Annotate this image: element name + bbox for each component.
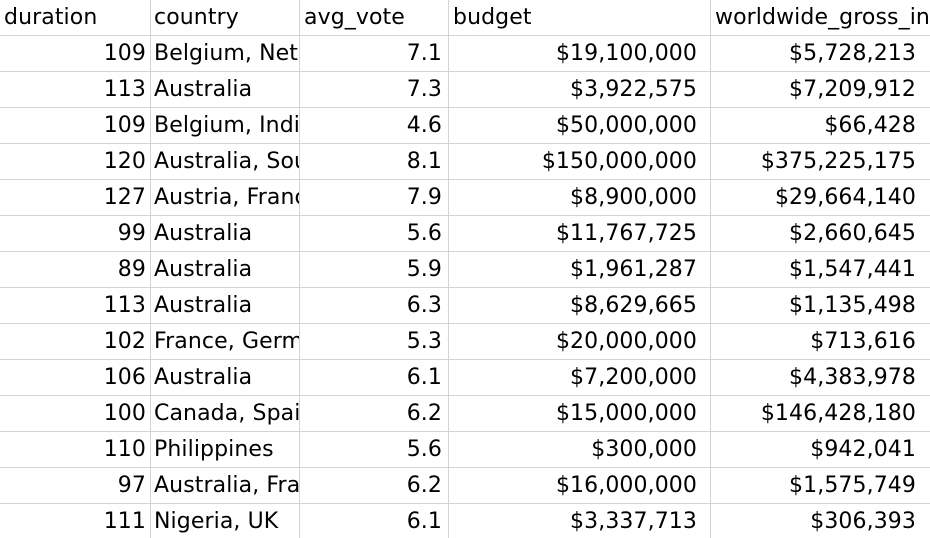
cell-avg-vote[interactable]: 7.3 bbox=[300, 72, 449, 108]
cell-budget[interactable]: $15,000,000 bbox=[449, 396, 711, 432]
cell-country[interactable]: Nigeria, UK bbox=[151, 504, 300, 538]
cell-budget[interactable]: $20,000,000 bbox=[449, 324, 711, 360]
cell-worldwide-gross-income[interactable]: $4,383,978 bbox=[711, 360, 930, 396]
header-row: duration country avg_vote budget worldwi… bbox=[0, 0, 930, 36]
cell-worldwide-gross-income[interactable]: $66,428 bbox=[711, 108, 930, 144]
cell-duration[interactable]: 109 bbox=[0, 108, 151, 144]
cell-country[interactable]: Australia, France bbox=[151, 468, 300, 504]
cell-duration[interactable]: 120 bbox=[0, 144, 151, 180]
cell-budget[interactable]: $8,629,665 bbox=[449, 288, 711, 324]
cell-avg-vote[interactable]: 8.1 bbox=[300, 144, 449, 180]
cell-budget[interactable]: $8,900,000 bbox=[449, 180, 711, 216]
cell-avg-vote[interactable]: 5.3 bbox=[300, 324, 449, 360]
cell-country[interactable]: Belgium, Netherlands bbox=[151, 36, 300, 72]
cell-duration[interactable]: 113 bbox=[0, 72, 151, 108]
cell-budget[interactable]: $19,100,000 bbox=[449, 36, 711, 72]
cell-worldwide-gross-income[interactable]: $1,547,441 bbox=[711, 252, 930, 288]
cell-worldwide-gross-income[interactable]: $942,041 bbox=[711, 432, 930, 468]
cell-duration[interactable]: 109 bbox=[0, 36, 151, 72]
cell-country[interactable]: Australia bbox=[151, 360, 300, 396]
table-row: 113 Australia 7.3 $3,922,575 $7,209,912 bbox=[0, 72, 930, 108]
table-row: 113 Australia 6.3 $8,629,665 $1,135,498 bbox=[0, 288, 930, 324]
header-cell-duration[interactable]: duration bbox=[0, 0, 151, 36]
cell-worldwide-gross-income[interactable]: $5,728,213 bbox=[711, 36, 930, 72]
cell-budget[interactable]: $3,337,713 bbox=[449, 504, 711, 538]
cell-avg-vote[interactable]: 7.1 bbox=[300, 36, 449, 72]
header-cell-budget[interactable]: budget bbox=[449, 0, 711, 36]
cell-avg-vote[interactable]: 6.2 bbox=[300, 396, 449, 432]
table-row: 109 Belgium, India 4.6 $50,000,000 $66,428 bbox=[0, 108, 930, 144]
cell-avg-vote[interactable]: 4.6 bbox=[300, 108, 449, 144]
cell-duration[interactable]: 110 bbox=[0, 432, 151, 468]
cell-worldwide-gross-income[interactable]: $2,660,645 bbox=[711, 216, 930, 252]
cell-budget[interactable]: $11,767,725 bbox=[449, 216, 711, 252]
cell-budget[interactable]: $150,000,000 bbox=[449, 144, 711, 180]
cell-worldwide-gross-income[interactable]: $713,616 bbox=[711, 324, 930, 360]
cell-country[interactable]: France, Germany bbox=[151, 324, 300, 360]
cell-budget[interactable]: $1,961,287 bbox=[449, 252, 711, 288]
cell-budget[interactable]: $3,922,575 bbox=[449, 72, 711, 108]
cell-country[interactable]: Austria, France bbox=[151, 180, 300, 216]
cell-avg-vote[interactable]: 7.9 bbox=[300, 180, 449, 216]
cell-budget[interactable]: $300,000 bbox=[449, 432, 711, 468]
cell-duration[interactable]: 99 bbox=[0, 216, 151, 252]
header-label-country: country bbox=[154, 5, 239, 30]
cell-duration[interactable]: 113 bbox=[0, 288, 151, 324]
cell-duration[interactable]: 111 bbox=[0, 504, 151, 538]
table-row: 111 Nigeria, UK 6.1 $3,337,713 $306,393 bbox=[0, 504, 930, 538]
header-cell-worldwide-gross-income[interactable]: worldwide_gross_income bbox=[711, 0, 930, 36]
table-row: 100 Canada, Spain 6.2 $15,000,000 $146,428,1… bbox=[0, 396, 930, 432]
cell-country[interactable]: Philippines bbox=[151, 432, 300, 468]
cell-worldwide-gross-income[interactable]: $1,575,749 bbox=[711, 468, 930, 504]
table-row: 89 Australia 5.9 $1,961,287 $1,547,441 bbox=[0, 252, 930, 288]
cell-worldwide-gross-income[interactable]: $29,664,140 bbox=[711, 180, 930, 216]
cell-avg-vote[interactable]: 6.3 bbox=[300, 288, 449, 324]
table-row: 99 Australia 5.6 $11,767,725 $2,660,645 bbox=[0, 216, 930, 252]
table-row: 110 Philippines 5.6 $300,000 $942,041 bbox=[0, 432, 930, 468]
cell-country[interactable]: Australia bbox=[151, 72, 300, 108]
cell-avg-vote[interactable]: 5.6 bbox=[300, 432, 449, 468]
cell-avg-vote[interactable]: 6.1 bbox=[300, 504, 449, 538]
cell-country[interactable]: Canada, Spain bbox=[151, 396, 300, 432]
cell-country[interactable]: Belgium, India bbox=[151, 108, 300, 144]
cell-country[interactable]: Australia, South Africa bbox=[151, 144, 300, 180]
cell-duration[interactable]: 89 bbox=[0, 252, 151, 288]
cell-worldwide-gross-income[interactable]: $1,135,498 bbox=[711, 288, 930, 324]
cell-worldwide-gross-income[interactable]: $375,225,175 bbox=[711, 144, 930, 180]
cell-country[interactable]: Australia bbox=[151, 216, 300, 252]
header-cell-avg-vote[interactable]: avg_vote bbox=[300, 0, 449, 36]
cell-avg-vote[interactable]: 6.1 bbox=[300, 360, 449, 396]
cell-worldwide-gross-income[interactable]: $306,393 bbox=[711, 504, 930, 538]
cell-country[interactable]: Australia bbox=[151, 288, 300, 324]
cell-budget[interactable]: $7,200,000 bbox=[449, 360, 711, 396]
cell-worldwide-gross-income[interactable]: $146,428,180 bbox=[711, 396, 930, 432]
header-cell-country[interactable]: country bbox=[151, 0, 300, 36]
cell-avg-vote[interactable]: 6.2 bbox=[300, 468, 449, 504]
cell-duration[interactable]: 97 bbox=[0, 468, 151, 504]
cell-duration[interactable]: 127 bbox=[0, 180, 151, 216]
cell-duration[interactable]: 106 bbox=[0, 360, 151, 396]
cell-budget[interactable]: $16,000,000 bbox=[449, 468, 711, 504]
cell-worldwide-gross-income[interactable]: $7,209,912 bbox=[711, 72, 930, 108]
cell-duration[interactable]: 100 bbox=[0, 396, 151, 432]
cell-avg-vote[interactable]: 5.6 bbox=[300, 216, 449, 252]
cell-budget[interactable]: $50,000,000 bbox=[449, 108, 711, 144]
cell-duration[interactable]: 102 bbox=[0, 324, 151, 360]
cell-avg-vote[interactable]: 5.9 bbox=[300, 252, 449, 288]
table-row: 106 Australia 6.1 $7,200,000 $4,383,978 bbox=[0, 360, 930, 396]
cell-country[interactable]: Australia bbox=[151, 252, 300, 288]
